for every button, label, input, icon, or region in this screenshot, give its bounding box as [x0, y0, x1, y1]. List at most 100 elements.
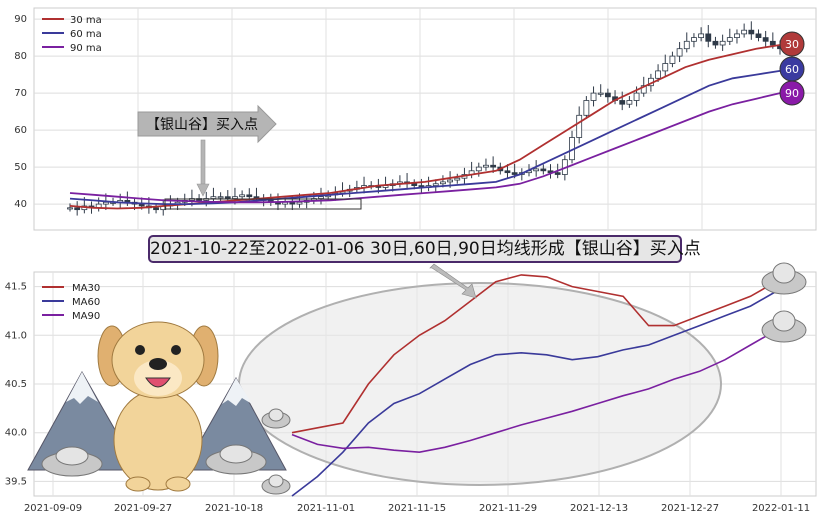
candle-body — [217, 196, 224, 199]
candle-body — [626, 100, 633, 105]
candle-body — [246, 194, 253, 198]
candle-body — [719, 40, 726, 46]
candle-body — [411, 183, 418, 186]
candle-body — [698, 33, 705, 39]
candle-body — [597, 92, 604, 95]
top-y-tick: 80 — [14, 51, 27, 62]
legend-60ma: 60 ma — [70, 29, 102, 40]
valley-marker-box — [164, 198, 362, 210]
bottom-x-tick: 2021-09-27 — [114, 503, 172, 514]
buy-point-label: 【银山谷】买入点 — [146, 117, 258, 133]
silver-ingot-icon — [761, 310, 807, 343]
top-y-tick: 90 — [14, 14, 27, 25]
candle-body — [432, 183, 439, 186]
badge-60-label: 60 — [785, 63, 799, 76]
candle-body — [454, 177, 461, 181]
badge-30 — [779, 31, 805, 57]
bottom-x-tick: 2021-09-09 — [24, 503, 82, 514]
bottom-y-tick: 41.0 — [5, 330, 27, 341]
candle-body — [490, 164, 497, 168]
bottom-x-tick: 2021-11-01 — [297, 503, 355, 514]
candle-body — [619, 100, 626, 105]
candle-body — [296, 201, 303, 205]
bottom-x-tick: 2021-11-15 — [388, 503, 446, 514]
candle-body — [583, 100, 590, 116]
candle-body — [712, 40, 719, 46]
candle-body — [741, 29, 748, 35]
candle-body — [533, 168, 540, 172]
candle-body — [705, 33, 712, 42]
candle-body — [726, 37, 733, 42]
candle-body — [540, 168, 547, 172]
chart-title: 2021-10-22至2022-01-06 30日,60日,90日均线形成【银山… — [148, 235, 701, 263]
top-y-axis: 40 50 60 70 80 90 — [14, 14, 27, 210]
candle-body — [662, 63, 669, 72]
bottom-x-axis: 2021-09-09 2021-09-27 2021-10-18 2021-11-01… — [24, 503, 810, 514]
title-pointer-arrow — [429, 263, 477, 299]
top-series-60-ma — [69, 70, 781, 206]
silver-ingot-icon — [761, 262, 807, 295]
candle-body — [239, 194, 246, 198]
candle-body — [440, 181, 446, 185]
silver-ingot-icon — [261, 408, 291, 429]
candle-body — [590, 92, 597, 101]
bottom-chart: 39.5 40.0 40.5 41.0 41.5 2021-09-09 2021-09-2… — [5, 262, 817, 514]
badge-90-label: 90 — [785, 87, 799, 100]
bottom-x-tick: 2021-12-27 — [661, 503, 719, 514]
top-series-90-ma — [69, 92, 781, 204]
bottom-x-tick: 2022-01-11 — [752, 503, 810, 514]
bottom-y-tick: 40.5 — [5, 379, 27, 390]
bottom-y-axis: 39.5 40.0 40.5 41.0 41.5 — [5, 282, 27, 488]
candle-body — [504, 170, 511, 174]
candle-body — [74, 207, 81, 211]
mountain-dog-illustration — [27, 321, 287, 492]
legend-ma30: MA30 — [72, 283, 100, 294]
legend-30ma: 30 ma — [70, 15, 102, 26]
candle-body — [576, 114, 583, 138]
top-ma-lines — [69, 44, 781, 210]
candle-body — [691, 37, 697, 42]
bottom-y-tick: 40.0 — [5, 428, 27, 439]
top-y-tick: 70 — [14, 88, 27, 99]
candle-body — [633, 92, 640, 101]
candle-body — [511, 172, 518, 175]
bottom-ma-lines — [291, 274, 777, 497]
highlight-ellipse — [238, 282, 722, 486]
candle-body — [734, 33, 740, 39]
candle-body — [769, 40, 776, 46]
candle-body — [683, 40, 690, 50]
bottom-x-tick: 2021-12-13 — [570, 503, 628, 514]
bottom-series-MA90 — [291, 329, 777, 454]
silver-ingot-icon — [261, 474, 291, 495]
candle-body — [669, 55, 676, 64]
bottom-x-tick: 2021-10-18 — [205, 503, 263, 514]
top-y-tick: 40 — [14, 199, 27, 210]
candle-body — [318, 196, 324, 199]
legend-ma90: MA90 — [72, 311, 100, 322]
badge-30-label: 30 — [785, 38, 799, 51]
bottom-y-tick: 39.5 — [5, 476, 27, 487]
candle-body — [224, 196, 231, 199]
bottom-y-tick: 41.5 — [5, 282, 27, 293]
candle-body — [447, 179, 454, 183]
candle-body — [762, 37, 769, 42]
legend-ma60: MA60 — [72, 297, 100, 308]
candle-body — [67, 207, 73, 210]
badge-90 — [779, 80, 805, 106]
candle-body — [676, 48, 683, 57]
candle-body — [102, 201, 109, 205]
candle-body — [138, 203, 145, 207]
bottom-legend: MA30 MA60 MA90 — [42, 283, 100, 322]
candle-body — [210, 196, 217, 199]
buy-point-arrow: 【银山谷】买入点 — [137, 104, 277, 197]
candle-body — [153, 207, 159, 211]
candle-body — [640, 85, 647, 94]
candle-body — [483, 164, 489, 168]
candle-body — [604, 92, 611, 98]
candle-body — [232, 196, 238, 199]
candle-body — [655, 70, 661, 79]
top-y-tick: 60 — [14, 125, 27, 136]
candle-body — [748, 29, 755, 35]
